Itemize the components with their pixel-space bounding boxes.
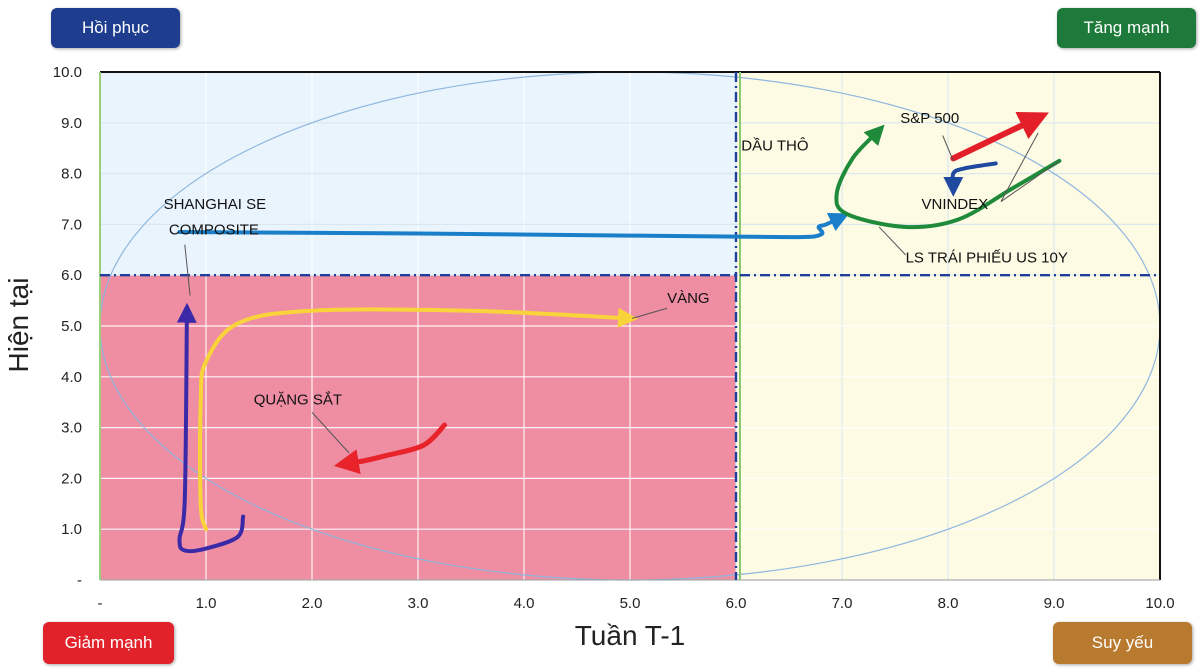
leader-line — [878, 226, 906, 256]
y-tick-label: 2.0 — [61, 470, 82, 487]
badge-suy-yeu: Suy yếu — [1053, 622, 1192, 664]
series-path-7 — [176, 302, 246, 554]
annotation-label: S&P 500 — [900, 110, 959, 127]
y-tick-label: 6.0 — [61, 267, 82, 284]
leader-line — [1000, 160, 1060, 202]
annotation-label: VNINDEX — [922, 196, 989, 213]
leader-line — [311, 412, 350, 454]
x-tick-label: - — [98, 595, 103, 612]
y-tick-label: 5.0 — [61, 318, 82, 335]
series-path-3 — [333, 422, 447, 475]
x-tick-label: 4.0 — [514, 595, 535, 612]
annotation-label: LS TRÁI PHIẾU US 10Y — [906, 250, 1068, 267]
x-tick-label: 8.0 — [938, 595, 959, 612]
badge-tang-manh: Tăng mạnh — [1057, 8, 1196, 48]
x-tick-label: 6.0 — [726, 595, 747, 612]
y-tick-label: 8.0 — [61, 166, 82, 183]
x-tick-label: 2.0 — [302, 595, 323, 612]
annotation-label: COMPOSITE — [169, 222, 259, 239]
x-tick-label: 10.0 — [1145, 595, 1174, 612]
leader-line — [184, 244, 191, 296]
y-tick-label: - — [77, 572, 82, 589]
y-tick-label: 10.0 — [53, 64, 82, 81]
annotation-label: VÀNG — [667, 290, 710, 307]
x-tick-label: 5.0 — [620, 595, 641, 612]
y-tick-label: 1.0 — [61, 521, 82, 538]
series-path-5 — [950, 111, 1049, 162]
leader-line — [942, 135, 954, 162]
y-tick-label: 9.0 — [61, 115, 82, 132]
series-path-4 — [834, 124, 1062, 230]
leader-line — [631, 307, 668, 319]
x-tick-label: 9.0 — [1044, 595, 1065, 612]
annotation-label: DẦU THÔ — [741, 138, 808, 155]
badge-hoi-phuc: Hồi phục — [51, 8, 180, 48]
y-tick-label: 3.0 — [61, 420, 82, 437]
series-path-6 — [943, 161, 998, 197]
x-axis-title: Tuần T-1 — [575, 620, 686, 651]
y-tick-label: 4.0 — [61, 369, 82, 386]
y-tick-label: 7.0 — [61, 216, 82, 233]
x-tick-label: 1.0 — [196, 595, 217, 612]
x-tick-label: 3.0 — [408, 595, 429, 612]
annotation-label: SHANGHAI SE — [164, 196, 267, 213]
leader-line — [1000, 132, 1039, 202]
badge-giam-manh: Giảm mạnh — [43, 622, 174, 664]
series-path-1 — [177, 212, 850, 240]
annotation-label: QUẶNG SẮT — [254, 391, 342, 409]
y-axis-title: Hiện tại — [3, 278, 34, 373]
series-path-2 — [198, 307, 638, 532]
x-tick-label: 7.0 — [832, 595, 853, 612]
